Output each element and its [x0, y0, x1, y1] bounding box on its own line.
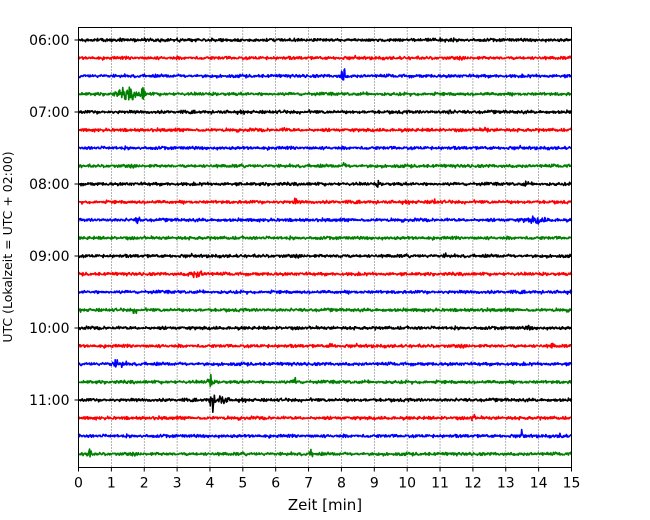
trace-1115: [77, 413, 572, 422]
x-tick-label: 3: [173, 476, 182, 492]
trace-0815: [77, 197, 573, 205]
trace-0715: [77, 126, 573, 133]
x-tick-label: 0: [74, 476, 83, 492]
trace-0945: [77, 307, 572, 315]
x-tick-label: 13: [497, 476, 515, 492]
trace-0600: [77, 37, 573, 43]
y-tick-label: 08:00: [29, 177, 69, 193]
trace-0915: [77, 270, 573, 279]
trace-0730: [77, 144, 572, 151]
y-axis-label: UTC (Lokalzeit = UTC + 02:00): [0, 151, 15, 342]
vertical-gridlines: [111, 27, 539, 468]
trace-group: [77, 37, 573, 458]
x-tick-label: 14: [530, 476, 548, 492]
x-tick-label: 7: [304, 476, 313, 492]
plot-frame: [78, 27, 572, 468]
trace-0630: [77, 68, 572, 81]
trace-0830: [77, 215, 573, 225]
trace-1045: [77, 373, 573, 388]
x-axis-label: Zeit [min]: [288, 496, 362, 514]
trace-0930: [77, 289, 573, 295]
x-tick-label: 11: [431, 476, 449, 492]
x-tick-label: 4: [206, 476, 215, 492]
x-tick-label: 10: [398, 476, 416, 492]
x-tick-label: 2: [140, 476, 149, 492]
trace-1130: [77, 428, 573, 439]
y-tick-label: 07:00: [29, 105, 69, 121]
trace-1100: [78, 394, 573, 413]
trace-0745: [78, 161, 572, 169]
x-tick-label: 6: [271, 476, 280, 492]
y-tick-label: 09:00: [29, 249, 69, 265]
trace-0800: [78, 179, 573, 188]
trace-0700: [77, 109, 573, 115]
trace-0645: [78, 86, 572, 101]
y-tick-label: 06:00: [29, 33, 69, 49]
y-axis-ticks: 06:00 07:00 08:00 09:00 10:00 11:00: [29, 33, 79, 409]
x-tick-label: 8: [337, 476, 346, 492]
trace-1145: [78, 448, 572, 458]
trace-1000: [77, 324, 573, 331]
x-tick-label: 1: [107, 476, 116, 492]
x-tick-label: 15: [563, 476, 581, 492]
x-tick-label: 9: [370, 476, 379, 492]
x-tick-label: 12: [464, 476, 482, 492]
trace-0845: [77, 235, 573, 241]
trace-0900: [77, 252, 573, 259]
x-axis-ticks: 0 1 2 3 4 5 6 7 8 9 10 11 12 13 14 15: [74, 467, 581, 492]
trace-1015: [78, 342, 573, 349]
trace-0615: [77, 54, 573, 61]
y-tick-label: 11:00: [29, 393, 69, 409]
trace-1030: [77, 359, 573, 369]
x-tick-label: 5: [238, 476, 247, 492]
y-tick-label: 10:00: [29, 321, 69, 337]
